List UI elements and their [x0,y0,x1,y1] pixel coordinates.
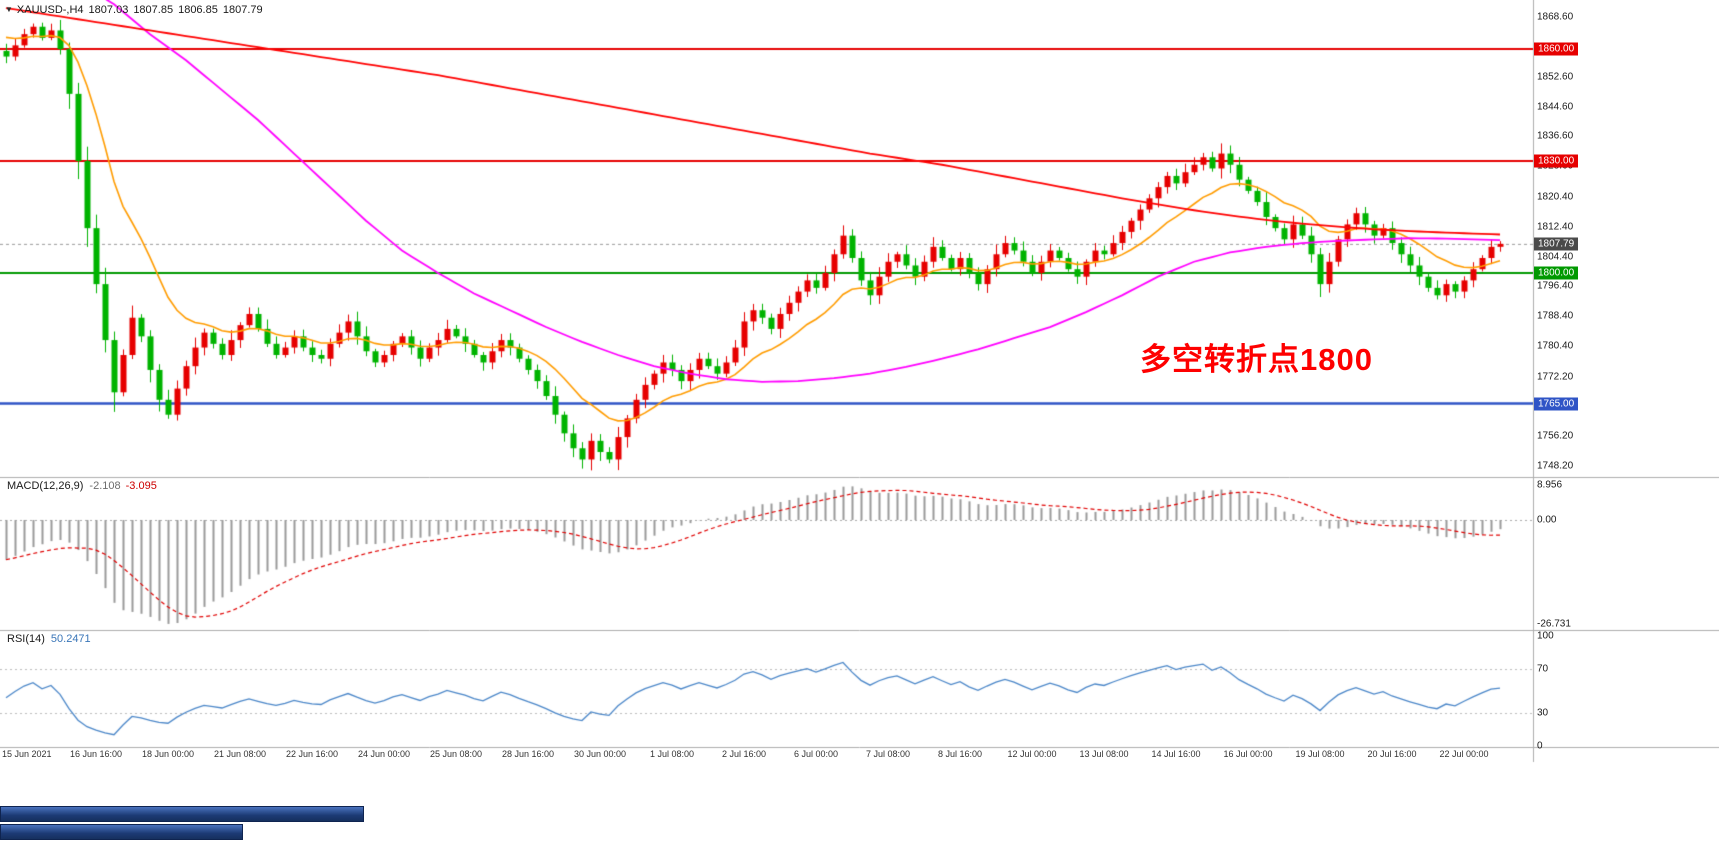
price-axis-label: 1836.60 [1537,130,1574,142]
date-axis-label: 30 Jun 00:00 [573,749,627,759]
date-axis-label: 12 Jul 00:00 [1007,749,1057,759]
price-level-badge: 1860.00 [1534,42,1579,56]
price-axis-label: 1852.60 [1537,71,1574,83]
price-level-badge: 1765.00 [1534,397,1579,410]
date-axis-label: 16 Jul 00:00 [1223,749,1273,759]
symbol-period-label: XAUUSD-,H4 [16,4,84,16]
date-axis-label: 24 Jun 00:00 [357,749,411,759]
date-axis-label: 1 Jul 08:00 [649,749,695,759]
rsi-name: RSI(14) [7,633,45,645]
macd-signal-value: -3.095 [125,480,157,492]
date-axis-label: 13 Jul 08:00 [1079,749,1129,759]
macd-indicator-label: MACD(12,26,9) -2.108 -3.095 [7,480,157,492]
rsi-indicator-label: RSI(14) 50.2471 [7,633,91,645]
ohlc-high: 1807.85 [133,4,174,16]
date-axis-label: 21 Jun 08:00 [213,749,267,759]
macd-axis-label: -26.731 [1537,618,1571,630]
price-level-badge: 1830.00 [1534,154,1579,168]
date-axis-label: 19 Jul 08:00 [1295,749,1345,759]
rsi-axis-label: 70 [1537,663,1549,675]
current-price-badge: 1807.79 [1534,237,1579,251]
rsi-axis-label: 0 [1537,740,1543,752]
date-axis-label: 7 Jul 08:00 [865,749,911,759]
date-axis-label: 8 Jul 16:00 [937,749,983,759]
price-axis-label: 1756.20 [1537,430,1574,442]
date-axis-label: 25 Jun 08:00 [429,749,483,759]
date-axis-label: 28 Jun 16:00 [501,749,555,759]
minimized-window-bar-1[interactable] [0,806,364,822]
price-axis-label: 1788.40 [1537,310,1574,322]
date-axis-label: 16 Jun 16:00 [69,749,123,759]
ohlc-low: 1806.85 [178,4,218,16]
date-axis-label: 20 Jul 16:00 [1367,749,1417,759]
ohlc-open: 1807.03 [88,4,129,16]
rsi-axis-label: 30 [1537,707,1549,719]
date-axis-label: 15 Jun 2021 [2,749,52,759]
price-axis-label: 1844.60 [1537,101,1574,113]
date-axis-label: 2 Jul 16:00 [721,749,767,759]
date-axis-label: 22 Jul 00:00 [1439,749,1489,759]
price-axis-label: 1796.40 [1537,280,1574,292]
rsi-value: 50.2471 [50,633,91,645]
macd-main-value: -2.108 [89,480,121,492]
date-axis-label: 18 Jun 00:00 [141,749,195,759]
date-axis-label: 14 Jul 16:00 [1151,749,1201,759]
chart-annotation-text[interactable]: 多空转折点1800 [1140,342,1373,377]
macd-axis-label: 8.956 [1537,479,1563,491]
ohlc-close: 1807.79 [222,4,263,16]
minimized-window-bar-2[interactable] [0,824,243,840]
date-axis-label: 22 Jun 16:00 [285,749,339,759]
price-axis-label: 1748.20 [1537,460,1574,472]
price-axis-label: 1820.40 [1537,191,1574,203]
price-axis-label: 1772.20 [1537,371,1574,383]
rsi-axis-label: 100 [1537,630,1554,642]
price-axis-label: 1804.40 [1537,251,1574,263]
macd-axis-label: 0.00 [1537,514,1557,526]
price-axis-label: 1780.40 [1537,340,1574,352]
price-level-badge: 1800.00 [1534,266,1579,280]
price-axis-label: 1868.60 [1537,11,1574,23]
macd-name: MACD(12,26,9) [7,480,84,492]
chart-title: ▼ XAUUSD-,H4 1807.03 1807.85 1806.85 1807.79 [5,4,263,16]
price-axis-label: 1812.40 [1537,221,1574,233]
chart-dropdown-icon[interactable]: ▼ [5,5,13,14]
date-axis-label: 6 Jul 00:00 [793,749,839,759]
